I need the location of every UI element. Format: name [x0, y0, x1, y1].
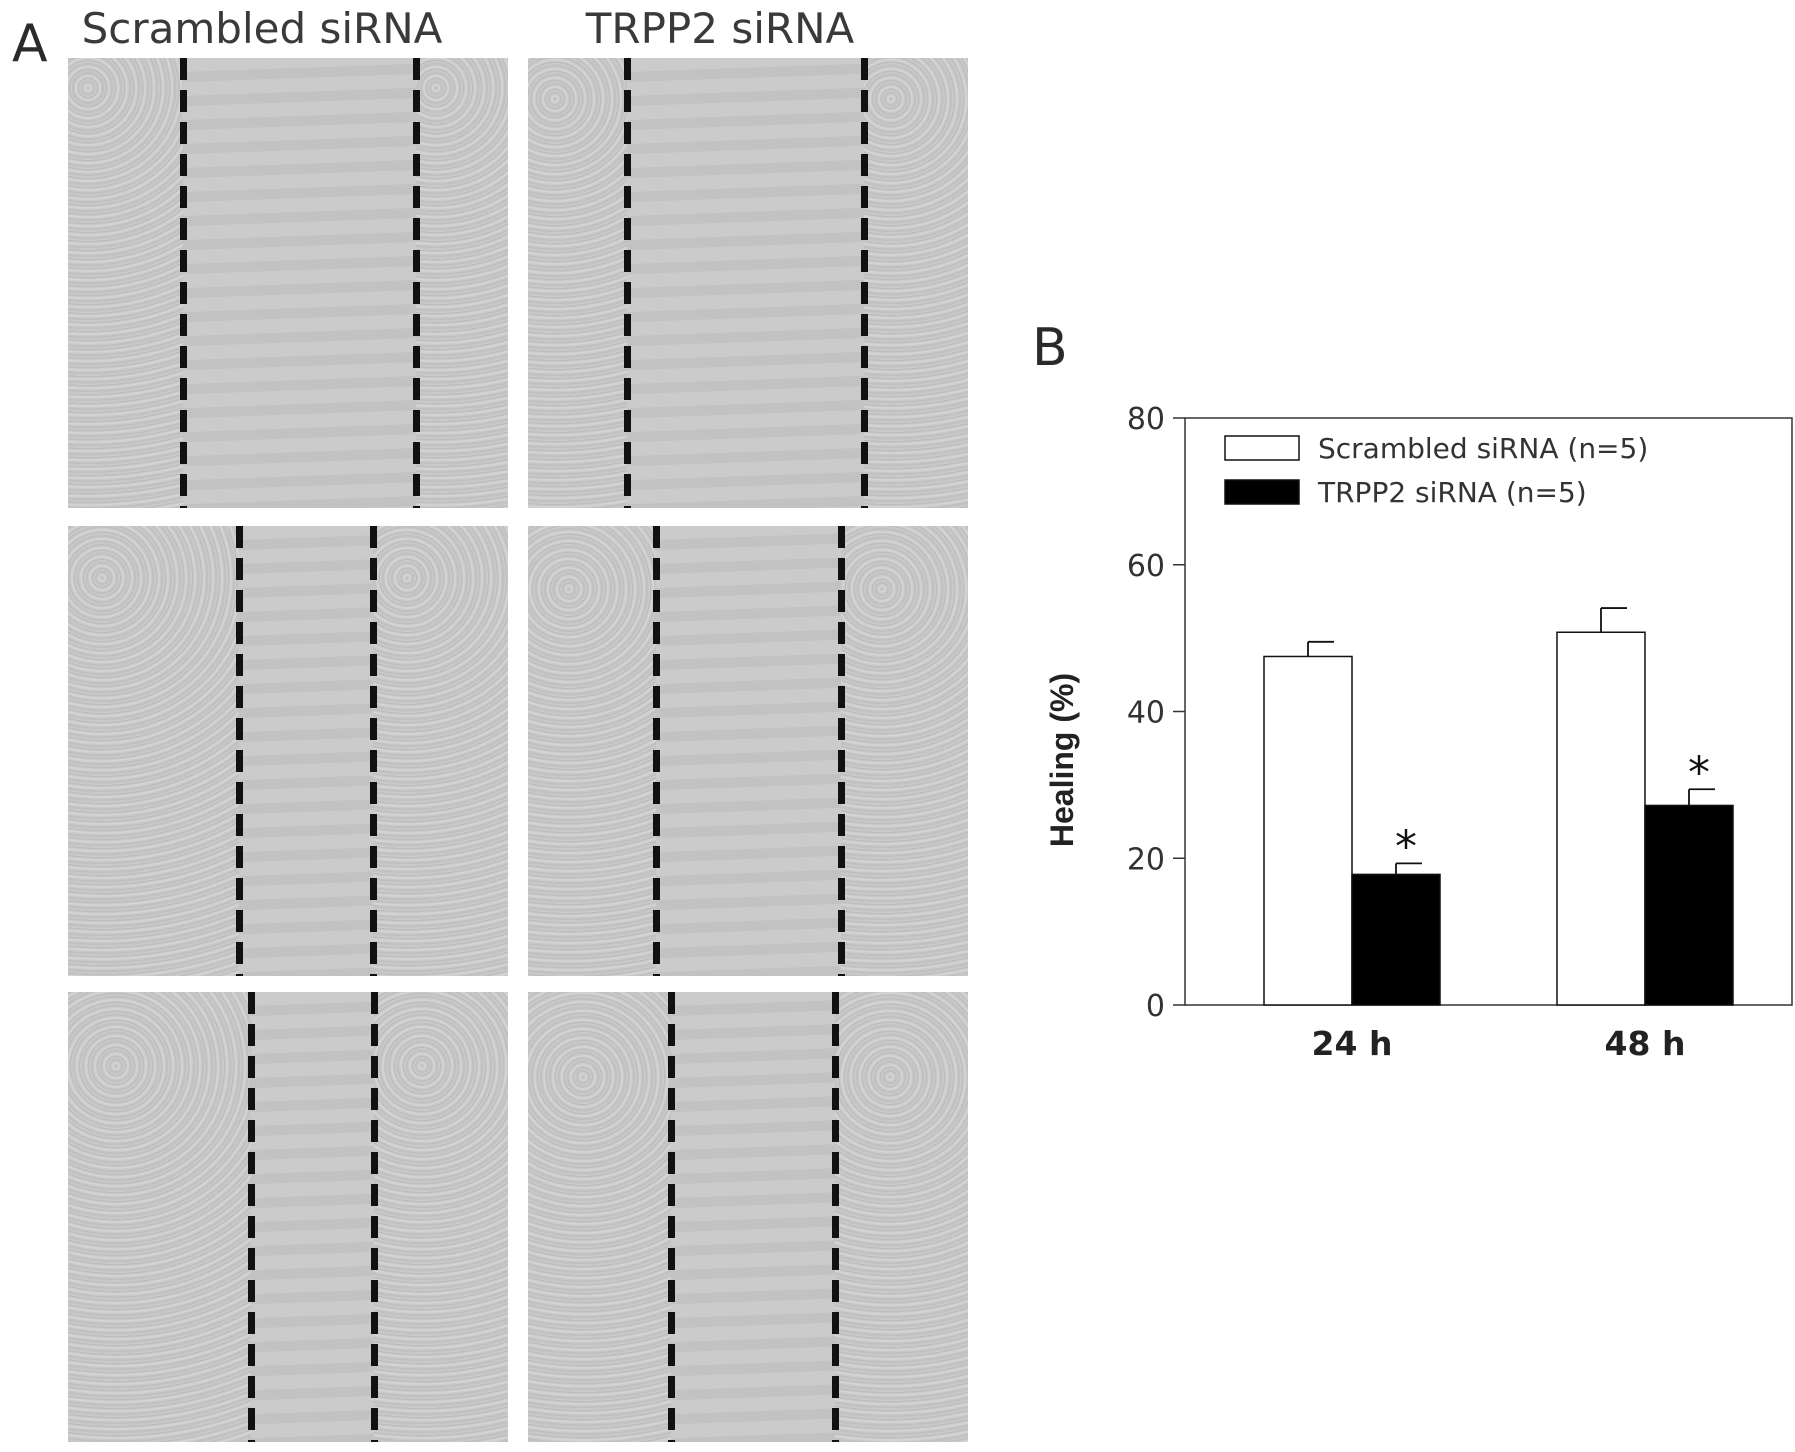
bar-trpp2-1 [1644, 804, 1734, 1006]
wound-edge-line-right [413, 58, 420, 508]
micrograph-trpp2-row2 [528, 526, 968, 976]
wound-gap [627, 58, 864, 508]
x-category-label: 48 h [1605, 1024, 1686, 1063]
wound-edge-line-left [653, 526, 660, 976]
x-axis-labels: 24 h 48 h [1312, 1024, 1686, 1063]
micrograph-trpp2-row3 [528, 992, 968, 1442]
wound-edge-line-left [180, 58, 187, 508]
cell-layer-right [374, 992, 508, 1442]
cell-layer-right [835, 992, 968, 1442]
wound-gap [251, 992, 374, 1442]
column-title-trpp2: TRPP2 siRNA [585, 4, 855, 53]
y-tick-label: 0 [1146, 989, 1165, 1024]
micrograph-scrambled-row1 [68, 58, 508, 508]
y-axis-title: Healing (%) [1044, 673, 1080, 847]
legend-swatch-1 [1224, 479, 1300, 505]
y-tick-label: 20 [1127, 842, 1165, 877]
bar-scrambled-1 [1556, 631, 1646, 1006]
micrograph-trpp2-row1 [528, 58, 968, 508]
bars: ** [1263, 607, 1734, 1006]
legend-swatch-0 [1224, 435, 1300, 461]
cell-layer-right [373, 526, 508, 976]
wound-edge-line-left [248, 992, 255, 1442]
legend: Scrambled siRNA (n=5) TRPP2 siRNA (n=5) [1224, 432, 1648, 509]
wound-edge-line-right [370, 526, 377, 976]
y-tick-label: 60 [1127, 549, 1165, 584]
panel-a-label: A [12, 14, 48, 74]
micrograph-scrambled-row3 [68, 992, 508, 1442]
wound-edge-line-left [668, 992, 675, 1442]
significance-marker: * [1395, 821, 1417, 872]
x-category-label: 24 h [1312, 1024, 1393, 1063]
wound-gap [656, 526, 841, 976]
cell-layer-left [68, 58, 183, 508]
wound-edge-line-right [838, 526, 845, 976]
wound-edge-line-right [832, 992, 839, 1442]
cell-layer-left [68, 526, 239, 976]
micrograph-scrambled-row2 [68, 526, 508, 976]
y-axis-ticks: 0 20 40 60 80 [1127, 402, 1185, 1024]
wound-gap [671, 992, 835, 1442]
wound-edge-line-left [236, 526, 243, 976]
cell-layer-right [841, 526, 968, 976]
column-title-scrambled: Scrambled siRNA [81, 4, 443, 53]
legend-label-0: Scrambled siRNA (n=5) [1318, 432, 1648, 465]
bar-scrambled-0 [1263, 655, 1353, 1006]
cell-layer-right [864, 58, 968, 508]
bar-trpp2-0 [1351, 873, 1441, 1006]
cell-layer-left [528, 992, 671, 1442]
cell-layer-right [416, 58, 508, 508]
cell-layer-left [528, 58, 627, 508]
wound-gap [183, 58, 416, 508]
wound-edge-line-right [371, 992, 378, 1442]
wound-gap [239, 526, 373, 976]
cell-layer-left [528, 526, 656, 976]
wound-edge-line-right [861, 58, 868, 508]
y-tick-label: 40 [1127, 696, 1165, 731]
wound-edge-line-left [624, 58, 631, 508]
legend-label-1: TRPP2 siRNA (n=5) [1317, 476, 1587, 509]
cell-layer-left [68, 992, 251, 1442]
panel-b-label: B [1032, 318, 1068, 378]
significance-marker: * [1688, 747, 1710, 798]
y-tick-label: 80 [1127, 402, 1165, 437]
